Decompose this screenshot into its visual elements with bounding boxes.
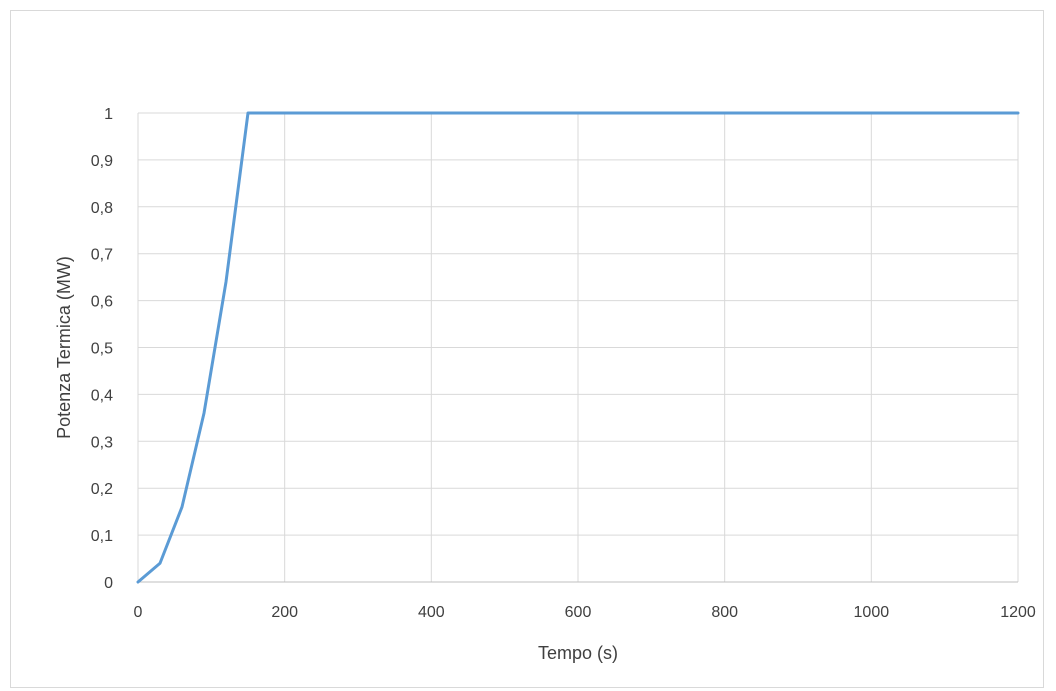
x-tick-label: 800 — [711, 604, 738, 621]
y-tick-label: 1 — [104, 106, 113, 123]
x-tick-label: 400 — [418, 604, 445, 621]
x-tick-label: 1000 — [854, 604, 890, 621]
y-tick-label: 0,1 — [91, 528, 113, 545]
x-tick-label: 1200 — [1000, 604, 1036, 621]
x-axis-title: Tempo (s) — [538, 643, 618, 663]
x-tick-label: 0 — [134, 604, 143, 621]
y-tick-label: 0 — [104, 575, 113, 592]
y-tick-label: 0,2 — [91, 481, 113, 498]
y-tick-label: 0,8 — [91, 200, 113, 217]
axes — [137, 113, 1018, 583]
y-tick-label: 0,4 — [91, 387, 113, 404]
tick-labels: 0 0,1 0,2 0,3 0,4 0,5 0,6 0,7 0,8 0,9 1 0 200 400 600 8… — [91, 106, 1036, 621]
y-tick-label: 0,3 — [91, 434, 113, 451]
y-axis-title: Potenza Termica (MW) — [54, 256, 74, 439]
y-tick-label: 0,7 — [91, 247, 113, 264]
y-tick-label: 0,6 — [91, 294, 113, 311]
y-tick-label: 0,5 — [91, 341, 113, 358]
series-line — [136, 111, 1020, 584]
gridlines — [138, 112, 1019, 582]
y-tick-label: 0,9 — [91, 153, 113, 170]
series-layer — [136, 111, 1020, 584]
x-tick-label: 200 — [271, 604, 298, 621]
x-tick-label: 600 — [565, 604, 592, 621]
